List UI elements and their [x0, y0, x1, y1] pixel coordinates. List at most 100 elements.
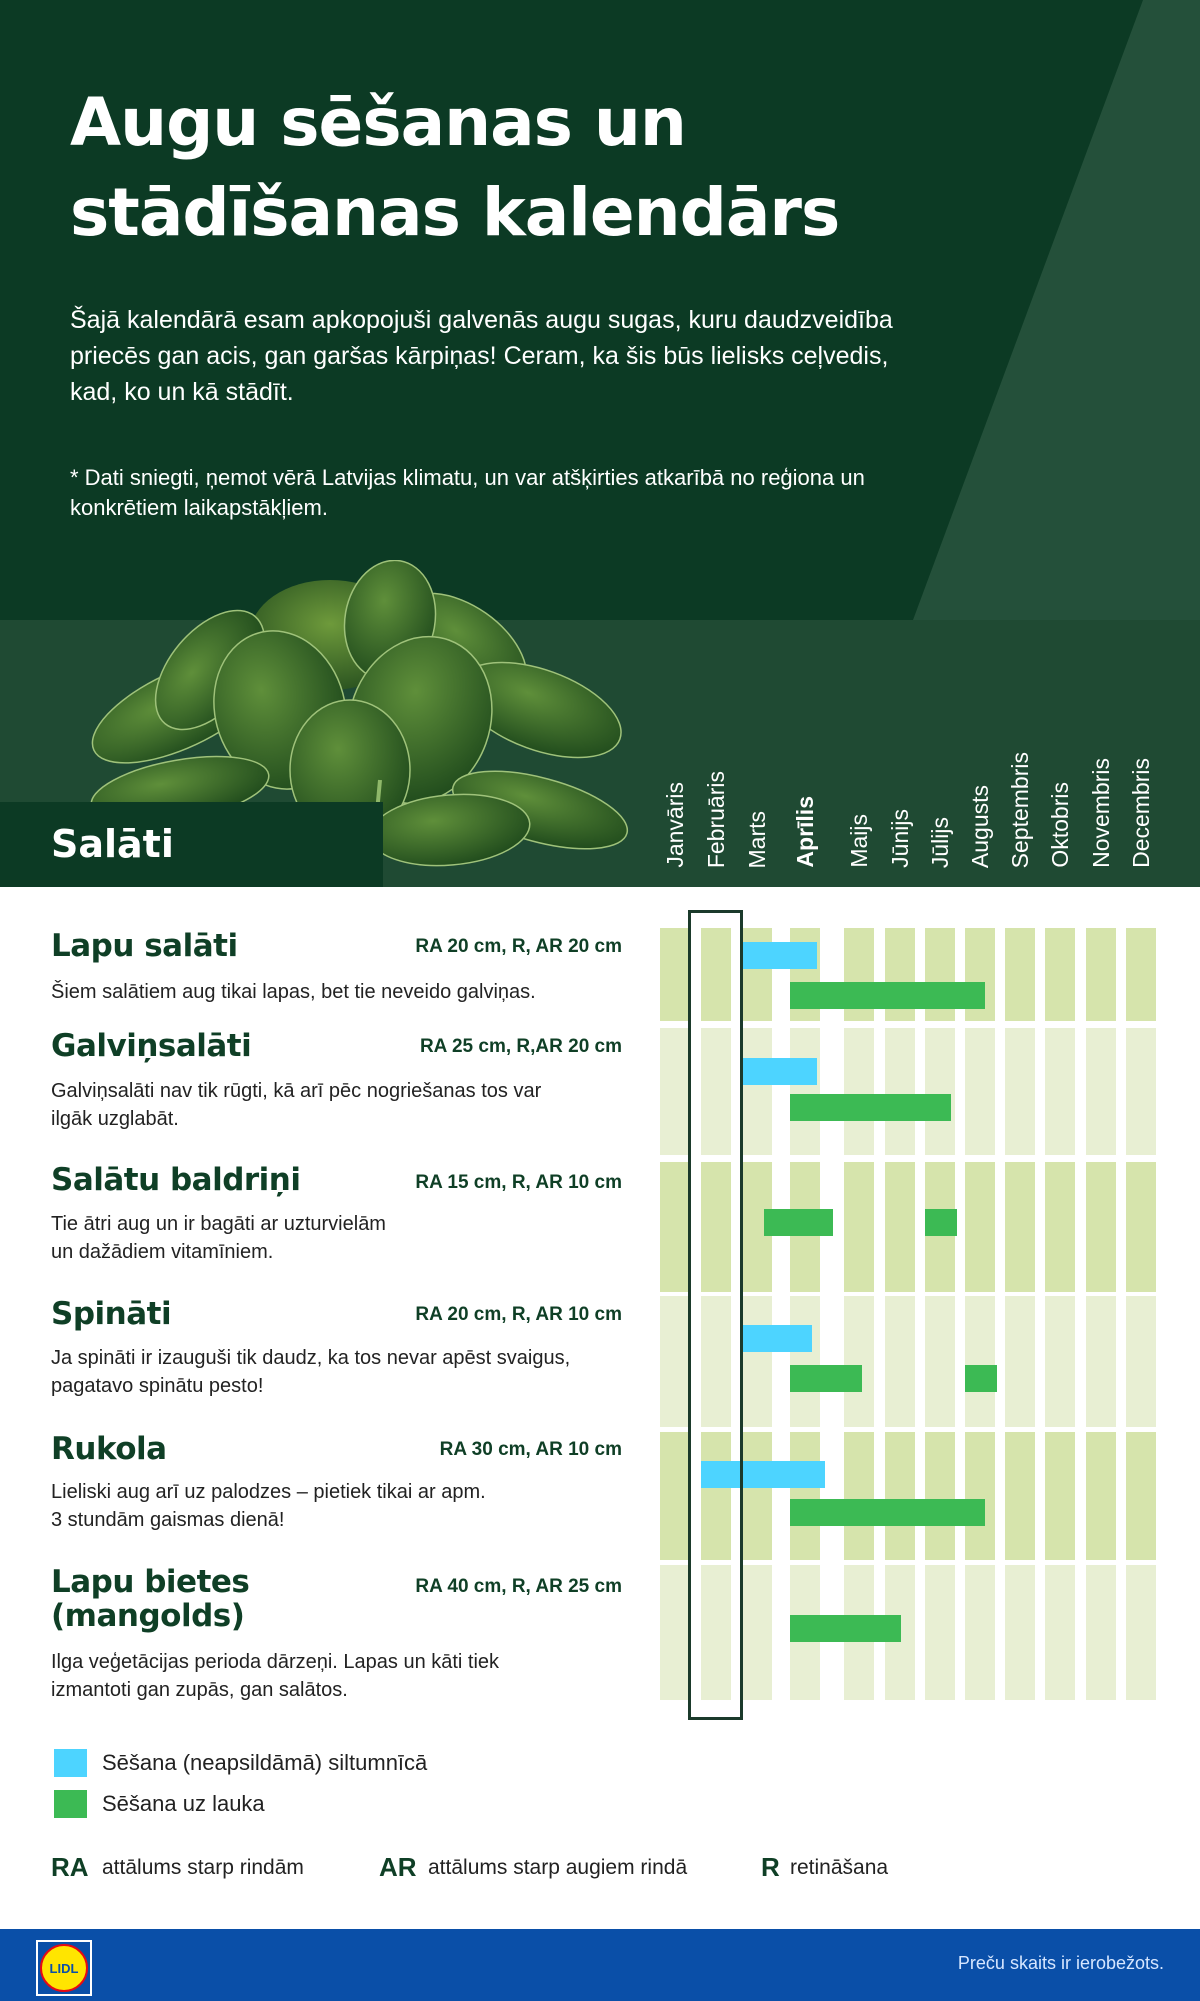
intro-text: Šajā kalendārā esam apkopojuši galvenās … [70, 306, 893, 406]
month-label: Oktobris [1047, 782, 1073, 868]
month-band [1045, 928, 1075, 1021]
plant-title-line: Lapu bietes [51, 1564, 250, 1600]
month-band [925, 1432, 955, 1560]
plant-spacing: RA 20 cm, R, AR 20 cm [415, 936, 622, 957]
month-band [701, 1296, 731, 1427]
plant-description: Galviņsalāti nav tik rūgti, kā arī pēc n… [51, 1077, 641, 1133]
plant-spacing: RA 30 cm, AR 10 cm [439, 1439, 622, 1460]
month-band [742, 1565, 772, 1700]
greenhouse-sowing-bar [742, 942, 817, 969]
abbr-ra-text: attālums starp rindām [102, 1856, 304, 1879]
plant-spacing: RA 15 cm, R, AR 10 cm [415, 1172, 622, 1193]
field-sowing-bar [790, 1365, 863, 1392]
plant-title-line: (mangolds) [51, 1598, 245, 1634]
month-label: Jūnijs [887, 809, 913, 868]
month-label: Decembris [1128, 758, 1154, 868]
month-band [965, 1565, 995, 1700]
month-band [844, 1028, 874, 1155]
legend-label-field: Sēšana uz lauka [102, 1791, 265, 1816]
description-line: izmantoti gan zupās, gan salātos. [51, 1679, 348, 1701]
description-line: Ja spināti ir izauguši tik daudz, ka tos… [51, 1347, 571, 1369]
month-band [965, 1296, 995, 1427]
month-band [885, 1432, 915, 1560]
plant-title: Galviņsalāti [51, 1028, 252, 1064]
footer-disclaimer: Preču skaits ir ierobežots. [957, 1953, 1164, 1973]
month-band [1086, 1028, 1116, 1155]
field-sowing-bar [790, 982, 985, 1009]
field-sowing-bar [763, 1209, 834, 1236]
month-band [660, 928, 690, 1021]
highlight-month-box [688, 910, 743, 1720]
month-band [790, 1028, 820, 1155]
month-band [844, 1162, 874, 1292]
plant-title: Lapu salāti [51, 928, 238, 964]
month-band [885, 1296, 915, 1427]
greenhouse-sowing-bar [742, 1058, 817, 1085]
abbr-ar: AR [379, 1852, 417, 1882]
plant-spacing: RA 40 cm, R, AR 25 cm [415, 1576, 622, 1597]
plant-title: Spināti [51, 1296, 172, 1332]
month-band [790, 1432, 820, 1560]
month-band [1126, 1162, 1156, 1292]
month-band [1126, 1296, 1156, 1427]
plant-title: Lapu bietes (mangolds) [51, 1564, 250, 1634]
month-band [1086, 1162, 1116, 1292]
month-band [701, 1432, 731, 1560]
plant-title: Rukola [51, 1431, 167, 1467]
description-line: pagatavo spinātu pesto! [51, 1375, 264, 1397]
month-label: Aprīlis [792, 796, 818, 868]
month-band [885, 1162, 915, 1292]
month-band [1005, 1162, 1035, 1292]
month-band [1126, 1565, 1156, 1700]
month-label: Augusts [967, 784, 993, 868]
month-band [701, 1028, 731, 1155]
month-band [742, 1028, 772, 1155]
description-line: ilgāk uzglabāt. [51, 1108, 179, 1130]
abbr-ar-text: attālums starp augiem rindā [428, 1856, 688, 1879]
month-band [1005, 1296, 1035, 1427]
header-background [0, 0, 1200, 620]
lidl-logo[interactable]: LIDL [36, 1940, 92, 1996]
month-band [742, 1432, 772, 1560]
plant-description: Tie ātri aug un ir bagāti ar uzturvielām… [51, 1210, 641, 1266]
month-band [965, 1028, 995, 1155]
month-label: Septembris [1007, 751, 1033, 868]
month-band [965, 1162, 995, 1292]
month-band [660, 1432, 690, 1560]
plant-description: Ja spināti ir izauguši tik daudz, ka tos… [51, 1344, 641, 1400]
month-band [1005, 1028, 1035, 1155]
month-band [1045, 1432, 1075, 1560]
month-band [1086, 1565, 1116, 1700]
title-line-1: Augu sēšanas un [70, 84, 687, 161]
month-band [790, 1296, 820, 1427]
month-band [660, 1565, 690, 1700]
month-band [925, 1565, 955, 1700]
month-band [660, 1162, 690, 1292]
abbr-r-text: retināšana [790, 1856, 889, 1879]
legend-swatch-greenhouse [54, 1749, 87, 1777]
month-band [660, 1296, 690, 1427]
month-label: Janvāris [662, 782, 688, 868]
plant-description: Šiem salātiem aug tikai lapas, bet tie n… [51, 978, 641, 1006]
month-band [925, 1028, 955, 1155]
month-band [1005, 1432, 1035, 1560]
greenhouse-sowing-bar [701, 1461, 826, 1488]
plant-spacing: RA 20 cm, R, AR 10 cm [415, 1304, 622, 1325]
abbr-r: R [761, 1852, 780, 1882]
description-line: Lieliski aug arī uz palodzes – pietiek t… [51, 1481, 486, 1503]
month-band [1045, 1296, 1075, 1427]
description-line: 3 stundām gaismas dienā! [51, 1509, 285, 1531]
month-band [1126, 1432, 1156, 1560]
month-band [1045, 1565, 1075, 1700]
month-band [1126, 928, 1156, 1021]
plant-title: Salātu baldriņi [51, 1162, 301, 1198]
month-band [701, 1565, 731, 1700]
section-tab: Salāti [0, 802, 383, 887]
plant-spacing: RA 25 cm, R,AR 20 cm [419, 1036, 622, 1057]
description-line: Ilga veģetācijas perioda dārzeņi. Lapas … [51, 1651, 500, 1673]
climate-note: * Dati sniegti, ņemot vērā Latvijas klim… [70, 465, 865, 520]
month-band [844, 1296, 874, 1427]
month-band [1086, 928, 1116, 1021]
description-line: un dažādiem vitamīniem. [51, 1241, 274, 1263]
description-line: Šiem salātiem aug tikai lapas, bet tie n… [51, 981, 536, 1003]
